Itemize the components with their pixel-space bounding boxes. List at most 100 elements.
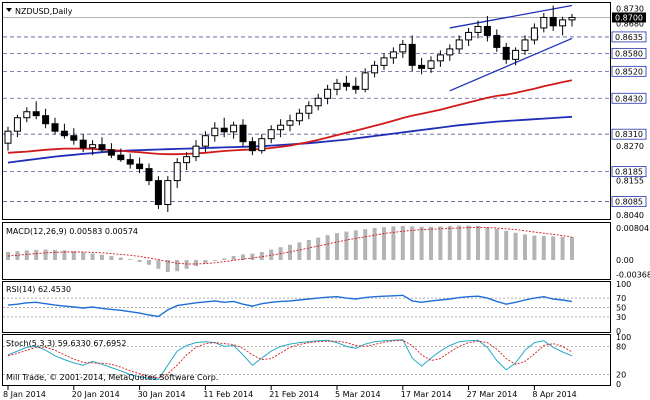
candle-body-bearish (418, 64, 426, 69)
macd-bar-36 (344, 231, 349, 260)
time-axis: 8 Jan 2014 20 Jan 2014 30 Jan 2014 11 Feb 2… (3, 386, 577, 399)
macd-bar-51 (485, 227, 490, 260)
candle-44 (418, 57, 426, 75)
copyright-text: Mill Trade, © 2001-2014, MetaQuotes Soft… (6, 373, 218, 382)
macd-bar-13 (128, 259, 133, 260)
macd-tick-label-0: 0.00804 (616, 224, 649, 233)
candle-36 (342, 75, 350, 91)
rsi-tick-label-3: 30 (616, 313, 626, 322)
price-tick-label-0: 0.8730 (616, 4, 644, 13)
candle-body-bullish (474, 25, 482, 33)
macd-tick-label-2: -0.00368 (616, 271, 650, 280)
current-price-tag-box (612, 12, 646, 23)
trend-channel (449, 4, 573, 92)
candle-body-bullish (211, 127, 219, 137)
macd-bar-43 (410, 226, 415, 260)
candle-30 (286, 114, 294, 132)
time-label-4: 21 Feb 2014 (269, 390, 319, 399)
candle-body-bullish (530, 27, 538, 41)
candle-body-bullish (371, 64, 379, 74)
candle-40 (380, 53, 388, 70)
time-label-7: 27 Mar 2014 (467, 390, 518, 399)
macd-bar-46 (438, 226, 443, 260)
candle-body-bearish (51, 123, 59, 132)
candle-body-bullish (361, 72, 369, 90)
candle-body-bullish (230, 124, 238, 133)
macd-bar-35 (335, 233, 339, 260)
candle-body-bullish (295, 112, 303, 122)
candle-body-bearish (248, 141, 256, 152)
macd-bar-6 (62, 250, 67, 260)
price-level-tag-label: 0.8635 (615, 33, 643, 42)
macd-bar-40 (382, 227, 386, 260)
candle-body-bearish (79, 139, 87, 149)
macd-bar-58 (551, 236, 556, 260)
candle-32 (305, 101, 313, 120)
macd-bar-8 (81, 252, 86, 260)
candle-body-bearish (60, 130, 68, 137)
candle-26 (248, 137, 256, 156)
candle-2 (23, 107, 31, 123)
price-grid-lines (3, 17, 610, 202)
candle-body-bullish (380, 57, 388, 66)
candle-20 (192, 140, 200, 162)
macd-bar-42 (400, 226, 405, 260)
macd-bar-60 (570, 236, 574, 260)
price-level-tag-box (611, 166, 647, 178)
candle-body-bullish (446, 48, 454, 56)
channel-lower-line (449, 37, 573, 92)
candle-22 (211, 122, 219, 142)
price-axis: 0.8635 0.8580 0.8520 0.8430 0.8310 0.8185 0.80… (611, 4, 647, 220)
price-level-tag-label: 0.8430 (615, 94, 643, 103)
price-tick-label-1: 0.8680 (616, 19, 644, 28)
current-price-tag: 0.8700 (612, 12, 646, 23)
candle-body-bearish (352, 85, 360, 90)
candle-body-bearish (145, 168, 153, 182)
candle-body-bullish (277, 124, 285, 131)
macd-bar-23 (222, 258, 227, 260)
macd-bar-11 (109, 256, 114, 260)
price-level-tag-box (611, 47, 647, 59)
stoch-label: Stoch(5,3,3) 59.6330 67.6952 (6, 339, 126, 348)
rsi-line (7, 294, 573, 318)
candle-body-bearish (342, 82, 350, 87)
macd-label: MACD(12,26,9) 0.00583 0.00574 (6, 227, 138, 236)
candle-body-bearish (239, 124, 247, 143)
candle-33 (314, 93, 322, 111)
macd-bar-48 (457, 225, 462, 260)
moving-average-blue (7, 115, 573, 164)
candle-31 (295, 108, 303, 126)
macd-bar-54 (513, 232, 518, 260)
candle-body-bullish (436, 54, 444, 62)
candle-body-bearish (483, 25, 491, 36)
price-tick-label-2: 0.8270 (616, 142, 644, 151)
macd-bar-2 (24, 250, 29, 260)
candle-body-bullish (164, 180, 172, 206)
candle-23 (220, 117, 228, 138)
price-level-tag-6: 0.8085 (611, 196, 647, 207)
candle-9 (89, 140, 97, 156)
stoch-tick-label-2: 20 (616, 371, 626, 380)
candle-body-bullish (183, 156, 191, 164)
macd-signal (7, 227, 573, 265)
candle-35 (333, 78, 341, 96)
macd-tick-label-1: 0.00 (616, 256, 634, 265)
candle-body-bullish (258, 138, 266, 152)
macd-bar-17 (165, 260, 170, 272)
stoch-tick-label-1: 80 (616, 342, 626, 351)
candle-28 (267, 125, 275, 144)
candle-0 (4, 126, 12, 151)
price-level-tag-label: 0.8085 (615, 198, 643, 207)
macd-bar-14 (137, 260, 142, 262)
candle-body-bullish (4, 130, 12, 144)
rsi-tick-label-4: 0 (616, 327, 621, 336)
candle-body-bullish (324, 88, 332, 99)
macd-bar-24 (231, 256, 236, 260)
candle-body-bullish (512, 49, 520, 60)
macd-bar-56 (532, 235, 537, 260)
candle-body-bullish (427, 60, 435, 69)
candle-34 (324, 84, 332, 105)
candle-46 (436, 50, 444, 67)
candle-29 (277, 119, 285, 138)
